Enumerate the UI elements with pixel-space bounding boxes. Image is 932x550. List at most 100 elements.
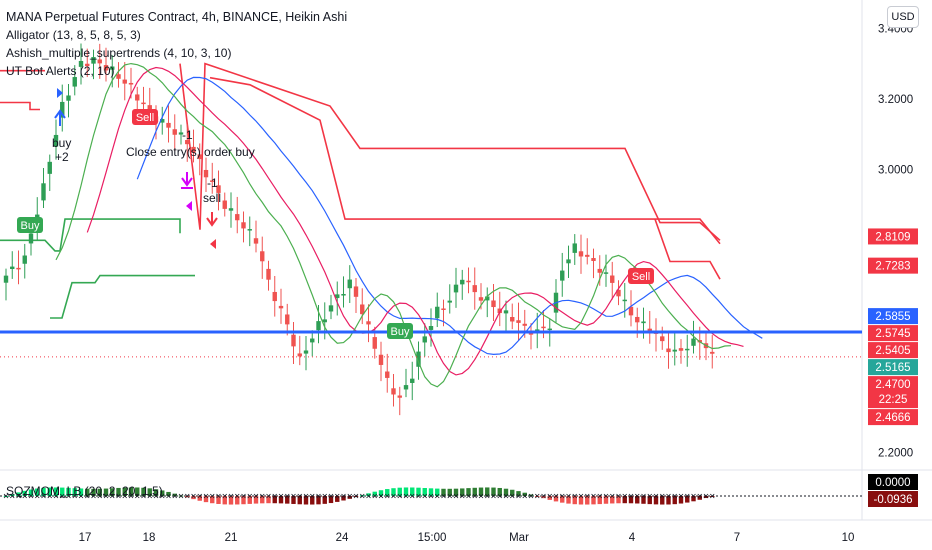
candle-body[interactable]: [447, 300, 452, 303]
candle-body[interactable]: [441, 308, 446, 310]
candle-body[interactable]: [22, 255, 27, 264]
price-label[interactable]: 2.5745: [875, 328, 910, 340]
buy-signal-box-1[interactable]: Buy: [21, 220, 40, 232]
candle-body[interactable]: [172, 129, 177, 135]
candle-body[interactable]: [397, 395, 402, 398]
candle-body[interactable]: [41, 183, 46, 201]
candle-body[interactable]: [122, 79, 127, 84]
candle-body[interactable]: [53, 134, 59, 147]
candle-body[interactable]: [503, 310, 509, 314]
candle-body[interactable]: [285, 314, 290, 325]
candle-body[interactable]: [203, 169, 209, 178]
candle-body[interactable]: [510, 316, 515, 322]
legend-sqzmom[interactable]: SQZMOM_LB (20, 2, 20, 1.5): [6, 484, 163, 498]
candle-body[interactable]: [66, 95, 71, 101]
candle-body[interactable]: [372, 337, 377, 349]
price-label[interactable]: 2.4666: [875, 412, 910, 424]
candle-body[interactable]: [185, 140, 190, 145]
candle-body[interactable]: [691, 338, 696, 346]
legend-alligator[interactable]: Alligator (13, 8, 5, 8, 5, 3): [6, 28, 141, 42]
candle-body[interactable]: [378, 354, 384, 365]
candle-body[interactable]: [310, 338, 315, 343]
candle-body[interactable]: [303, 350, 309, 354]
candle-body[interactable]: [460, 279, 465, 285]
candle-body[interactable]: [197, 154, 202, 160]
candle-body[interactable]: [385, 371, 390, 378]
candle-body[interactable]: [578, 251, 584, 257]
buy-signal-box-2[interactable]: Buy: [391, 326, 410, 338]
candle-body[interactable]: [328, 305, 334, 312]
candle-body[interactable]: [178, 132, 184, 135]
candle-body[interactable]: [478, 297, 484, 301]
candle-body[interactable]: [341, 293, 346, 296]
candle-body[interactable]: [97, 59, 102, 64]
candle-body[interactable]: [710, 351, 715, 354]
candle-body[interactable]: [85, 63, 90, 67]
candle-body[interactable]: [678, 348, 684, 351]
candle-body[interactable]: [616, 289, 621, 297]
candle-body[interactable]: [78, 60, 84, 67]
candle-body[interactable]: [166, 122, 171, 128]
candle-body[interactable]: [116, 74, 121, 79]
price-label[interactable]: 2.5165: [875, 362, 910, 374]
candle-body[interactable]: [466, 280, 471, 283]
candle-body[interactable]: [516, 320, 521, 323]
candle-body[interactable]: [235, 214, 240, 221]
candle-body[interactable]: [91, 57, 96, 64]
candle-body[interactable]: [453, 284, 459, 293]
candle-body[interactable]: [110, 66, 115, 70]
candle-body[interactable]: [266, 268, 271, 280]
candle-body[interactable]: [191, 146, 196, 153]
candle-body[interactable]: [541, 326, 546, 329]
candle-body[interactable]: [666, 348, 671, 353]
candle-body[interactable]: [672, 349, 677, 352]
candle-body[interactable]: [403, 385, 409, 390]
currency-button[interactable]: USD: [887, 6, 919, 28]
price-label[interactable]: 2.7283: [875, 261, 910, 273]
candle-body[interactable]: [472, 285, 477, 293]
candle-body[interactable]: [216, 185, 221, 193]
candle-body[interactable]: [428, 326, 434, 330]
price-label[interactable]: 2.5855: [875, 311, 910, 323]
candle-body[interactable]: [210, 180, 215, 182]
legend-ut-bot[interactable]: UT Bot Alerts (2, 10): [6, 64, 115, 78]
candle-body[interactable]: [3, 275, 9, 283]
candle-body[interactable]: [347, 279, 352, 289]
candle-body[interactable]: [628, 306, 634, 316]
candle-body[interactable]: [28, 233, 34, 244]
candle-body[interactable]: [591, 258, 596, 261]
candle-body[interactable]: [422, 336, 427, 343]
candle-body[interactable]: [560, 270, 565, 281]
candle-body[interactable]: [72, 77, 77, 87]
legend-supertrends[interactable]: Ashish_multiple_supertrends (4, 10, 3, 1…: [6, 46, 232, 60]
candle-body[interactable]: [391, 388, 396, 395]
candle-body[interactable]: [60, 101, 65, 118]
candle-body[interactable]: [547, 328, 552, 331]
candle-body[interactable]: [316, 321, 321, 331]
candle-body[interactable]: [635, 316, 640, 323]
sell-signal-box-2[interactable]: Sell: [632, 271, 650, 283]
candle-body[interactable]: [10, 266, 15, 270]
candle-body[interactable]: [260, 251, 265, 262]
price-label[interactable]: 2.5405: [875, 345, 910, 357]
candle-body[interactable]: [47, 161, 52, 174]
candle-body[interactable]: [141, 102, 146, 105]
sell-signal-box-1[interactable]: Sell: [136, 112, 154, 124]
candle-body[interactable]: [641, 321, 646, 324]
candle-body[interactable]: [222, 200, 227, 209]
candle-body[interactable]: [291, 334, 296, 347]
candle-body[interactable]: [16, 267, 21, 270]
candle-body[interactable]: [485, 296, 490, 301]
candle-body[interactable]: [685, 348, 690, 351]
price-label[interactable]: 2.4700: [875, 379, 910, 391]
candle-body[interactable]: [335, 294, 340, 299]
candle-body[interactable]: [416, 351, 421, 367]
candle-body[interactable]: [497, 308, 502, 314]
candle-body[interactable]: [610, 275, 615, 283]
candle-body[interactable]: [135, 94, 140, 101]
candle-body[interactable]: [660, 336, 665, 342]
candle-body[interactable]: [147, 105, 152, 112]
candle-body[interactable]: [247, 229, 252, 231]
candle-body[interactable]: [566, 259, 571, 264]
